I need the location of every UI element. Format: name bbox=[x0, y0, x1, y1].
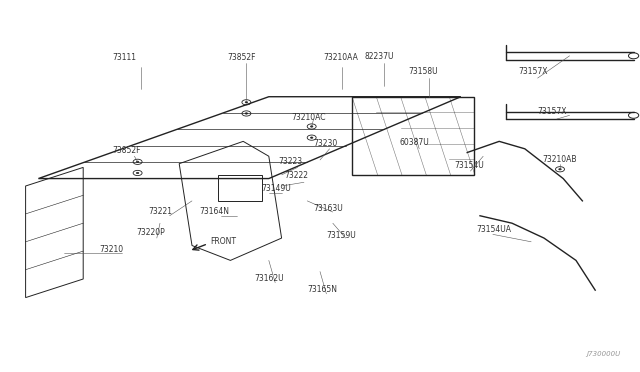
Text: 73230: 73230 bbox=[314, 139, 338, 148]
Circle shape bbox=[136, 172, 139, 174]
Text: 73154U: 73154U bbox=[454, 161, 484, 170]
Text: 73210AB: 73210AB bbox=[543, 155, 577, 164]
Circle shape bbox=[245, 113, 248, 114]
Text: 73164N: 73164N bbox=[200, 207, 230, 216]
Text: 73210: 73210 bbox=[99, 245, 124, 254]
Text: 73162U: 73162U bbox=[255, 274, 284, 283]
Text: 73222: 73222 bbox=[285, 171, 309, 180]
Circle shape bbox=[245, 102, 248, 103]
Text: 73163U: 73163U bbox=[314, 204, 343, 213]
Circle shape bbox=[310, 126, 313, 127]
Text: 73158U: 73158U bbox=[408, 67, 438, 76]
Text: 73149U: 73149U bbox=[261, 185, 291, 193]
Circle shape bbox=[136, 161, 139, 163]
Text: 73154UA: 73154UA bbox=[477, 225, 512, 234]
Text: 73852F: 73852F bbox=[112, 146, 141, 155]
Text: 73159U: 73159U bbox=[326, 231, 356, 240]
Text: 73220P: 73220P bbox=[136, 228, 165, 237]
Text: 73210AA: 73210AA bbox=[323, 53, 358, 62]
Text: 73165N: 73165N bbox=[307, 285, 337, 294]
Text: 60387U: 60387U bbox=[400, 138, 429, 147]
Text: FRONT: FRONT bbox=[210, 237, 236, 246]
Text: J730000U: J730000U bbox=[586, 351, 621, 357]
Text: 82237U: 82237U bbox=[365, 52, 394, 61]
Text: 73210AC: 73210AC bbox=[291, 113, 326, 122]
Text: 73157X: 73157X bbox=[518, 67, 548, 76]
Circle shape bbox=[310, 137, 313, 138]
Bar bbox=[218, 175, 262, 201]
Text: 73223: 73223 bbox=[278, 157, 303, 166]
Text: 73111: 73111 bbox=[112, 53, 136, 62]
Text: 73221: 73221 bbox=[148, 207, 173, 216]
Circle shape bbox=[559, 169, 561, 170]
Text: 73852F: 73852F bbox=[227, 53, 256, 62]
Text: 73157X: 73157X bbox=[538, 107, 567, 116]
